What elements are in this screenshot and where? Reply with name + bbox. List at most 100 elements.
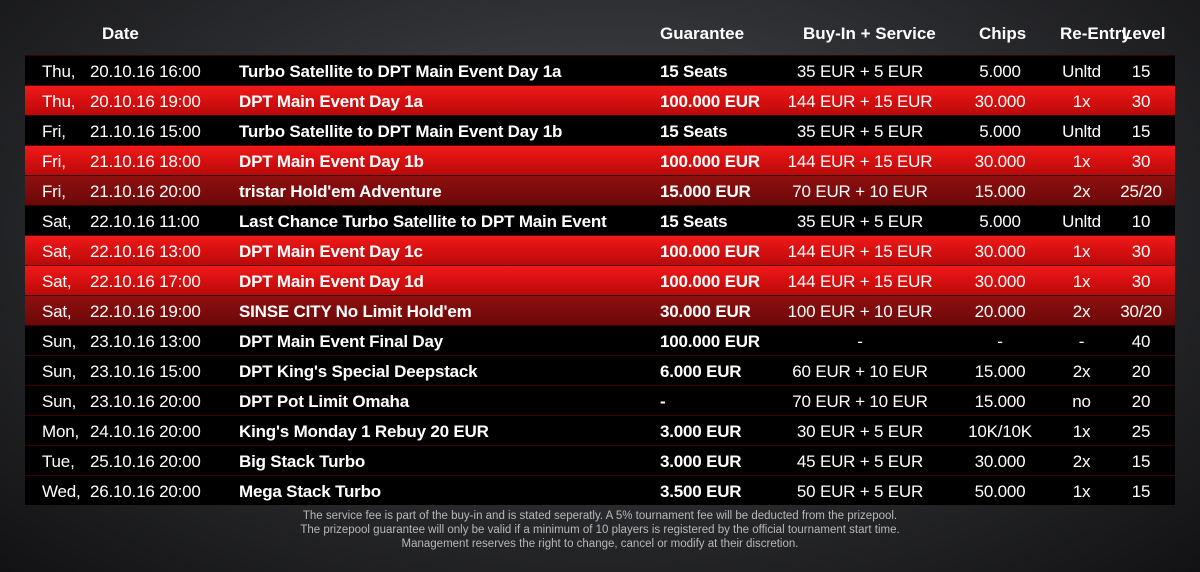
- header-chips: Chips: [979, 24, 1027, 43]
- row-level: 10: [1131, 212, 1151, 231]
- row-datetime: 22.10.16 17:00: [90, 272, 201, 291]
- row-event-name: DPT Main Event Day 1a: [239, 92, 423, 111]
- row-chips: 20.000: [974, 302, 1026, 321]
- row-level: 30: [1131, 152, 1151, 171]
- row-datetime: 22.10.16 11:00: [90, 212, 200, 231]
- row-buyin: 30 EUR + 5 EUR: [796, 422, 924, 441]
- row-datetime: 22.10.16 13:00: [90, 242, 201, 261]
- table-row: Thu, 20.10.16 16:00 Turbo Satellite to DPT…: [25, 55, 1175, 85]
- row-reentry: Unltd: [1062, 212, 1101, 231]
- row-day: Fri,: [42, 182, 66, 201]
- row-buyin: 70 EUR + 10 EUR: [792, 392, 928, 411]
- row-chips: 30.000: [974, 92, 1026, 111]
- row-buyin: 100 EUR + 10 EUR: [787, 302, 933, 321]
- row-level: 20: [1131, 392, 1151, 411]
- row-reentry: Unltd: [1062, 62, 1101, 81]
- row-event-name: Turbo Satellite to DPT Main Event Day 1a: [239, 62, 562, 81]
- row-guarantee: -: [660, 392, 666, 411]
- row-level: 40: [1131, 332, 1151, 351]
- row-event-name: Turbo Satellite to DPT Main Event Day 1b: [239, 122, 563, 141]
- row-datetime: 26.10.16 20:00: [90, 482, 201, 501]
- footer-line: The service fee is part of the buy-in an…: [302, 510, 898, 522]
- row-chips: 15.000: [974, 182, 1026, 201]
- row-level: 30: [1131, 242, 1151, 261]
- row-reentry: 1x: [1072, 422, 1091, 441]
- row-chips: 30.000: [974, 272, 1026, 291]
- row-event-name: tristar Hold'em Adventure: [239, 182, 442, 201]
- row-level: 15: [1131, 482, 1151, 501]
- row-datetime: 23.10.16 15:00: [90, 362, 201, 381]
- row-chips: 5.000: [979, 122, 1021, 141]
- row-event-name: DPT Pot Limit Omaha: [239, 392, 409, 411]
- row-datetime: 20.10.16 16:00: [90, 62, 201, 81]
- row-reentry: 2x: [1072, 182, 1091, 201]
- table-row: Wed, 26.10.16 20:00 Mega Stack Turbo 3.500 …: [25, 475, 1175, 505]
- row-level: 15: [1131, 452, 1151, 471]
- row-event-name: DPT Main Event Day 1c: [239, 242, 423, 261]
- row-day: Tue,: [42, 452, 75, 471]
- row-chips: 15.000: [974, 392, 1026, 411]
- row-chips: 50.000: [974, 482, 1026, 501]
- row-level: 30: [1131, 92, 1151, 111]
- table-row: Sun, 23.10.16 15:00 DPT King's Special Dee…: [25, 355, 1175, 385]
- table-header: Date Guarantee Buy-In + Service Chips Re…: [0, 0, 1200, 50]
- row-event-name: King's Monday 1 Rebuy 20 EUR: [239, 422, 489, 441]
- row-guarantee: 100.000 EUR: [660, 92, 760, 111]
- row-datetime: 23.10.16 20:00: [90, 392, 201, 411]
- row-buyin: 45 EUR + 5 EUR: [796, 452, 924, 471]
- row-buyin: 35 EUR + 5 EUR: [796, 122, 924, 141]
- row-buyin: 144 EUR + 15 EUR: [787, 92, 933, 111]
- row-buyin: 50 EUR + 5 EUR: [796, 482, 924, 501]
- row-buyin: 70 EUR + 10 EUR: [792, 182, 928, 201]
- row-guarantee: 3.000 EUR: [660, 422, 742, 441]
- row-reentry: 1x: [1072, 92, 1091, 111]
- row-event-name: DPT Main Event Final Day: [239, 332, 443, 351]
- row-chips: -: [997, 332, 1003, 351]
- row-level: 25: [1131, 422, 1151, 441]
- row-day: Sun,: [42, 392, 77, 411]
- table-row: Fri, 21.10.16 20:00 tristar Hold'em Advent…: [25, 175, 1175, 205]
- row-buyin: 144 EUR + 15 EUR: [787, 152, 933, 171]
- row-day: Sun,: [42, 362, 77, 381]
- row-datetime: 21.10.16 15:00: [90, 122, 201, 141]
- table-row: Sat, 22.10.16 19:00 SINSE CITY No Limit Ho…: [25, 295, 1175, 325]
- row-chips: 30.000: [974, 452, 1026, 471]
- table-row: Sun, 23.10.16 20:00 DPT Pot Limit Omaha - 70…: [25, 385, 1175, 415]
- row-event-name: DPT King's Special Deepstack: [239, 362, 478, 381]
- row-reentry: -: [1078, 332, 1085, 351]
- row-level: 15: [1131, 62, 1151, 81]
- table-row: Fri, 21.10.16 18:00 DPT Main Event Day 1b 1…: [25, 145, 1175, 175]
- row-reentry: 2x: [1072, 362, 1091, 381]
- row-event-name: Big Stack Turbo: [239, 452, 366, 471]
- row-event-name: DPT Main Event Day 1d: [239, 272, 424, 291]
- row-guarantee: 100.000 EUR: [660, 332, 760, 351]
- footer-line: The prizepool guarantee will only be val…: [300, 524, 900, 536]
- row-reentry: Unltd: [1062, 122, 1101, 141]
- row-chips: 5.000: [979, 212, 1021, 231]
- row-guarantee: 30.000 EUR: [660, 302, 751, 321]
- row-datetime: 22.10.16 19:00: [90, 302, 201, 321]
- header-guarantee: Guarantee: [660, 24, 745, 43]
- table-row: Sat, 22.10.16 13:00 DPT Main Event Day 1c 1…: [25, 235, 1175, 265]
- header-date: Date: [102, 24, 139, 43]
- table-row: Fri, 21.10.16 15:00 Turbo Satellite to DPT…: [25, 115, 1175, 145]
- schedule-table: Thu, 20.10.16 16:00 Turbo Satellite to DPT…: [25, 55, 1175, 505]
- row-chips: 15.000: [974, 362, 1026, 381]
- row-datetime: 23.10.16 13:00: [90, 332, 201, 351]
- row-reentry: 1x: [1072, 242, 1091, 261]
- row-datetime: 21.10.16 18:00: [90, 152, 201, 171]
- footer-notes: The service fee is part of the buy-in an…: [0, 509, 1200, 551]
- row-guarantee: 6.000 EUR: [660, 362, 742, 381]
- header-level: Level: [1122, 24, 1166, 43]
- table-row: Mon, 24.10.16 20:00 King's Monday 1 Rebuy …: [25, 415, 1175, 445]
- row-day: Sat,: [42, 212, 72, 231]
- row-day: Fri,: [42, 122, 66, 141]
- row-reentry: 2x: [1072, 452, 1091, 471]
- row-datetime: 24.10.16 20:00: [90, 422, 201, 441]
- table-row: Thu, 20.10.16 19:00 DPT Main Event Day 1a 1…: [25, 85, 1175, 115]
- row-day: Wed,: [42, 482, 81, 501]
- row-day: Mon,: [42, 422, 79, 441]
- row-guarantee: 15 Seats: [660, 212, 728, 231]
- row-datetime: 25.10.16 20:00: [90, 452, 201, 471]
- row-day: Sat,: [42, 272, 72, 291]
